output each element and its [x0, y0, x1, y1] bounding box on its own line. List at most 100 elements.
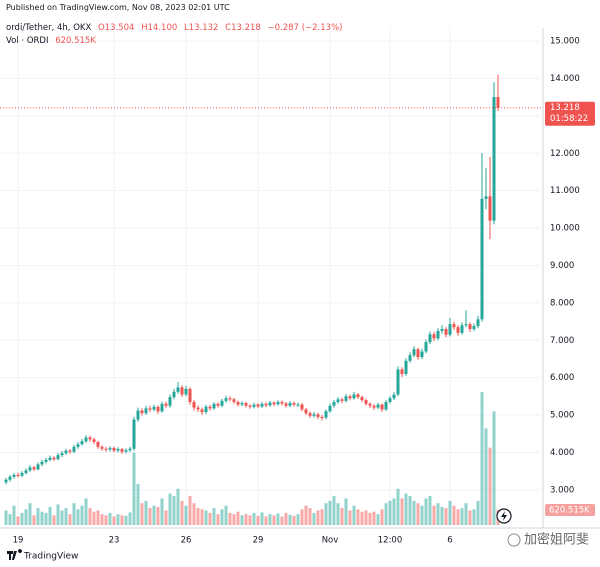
- candle-body: [112, 447, 116, 451]
- volume-bar: [336, 503, 340, 525]
- change-text: −0.287 (−2.13%): [267, 23, 343, 33]
- volume-bar: [180, 500, 184, 525]
- candle-body: [468, 324, 472, 330]
- candle-body: [332, 401, 336, 406]
- volume-bar: [244, 514, 248, 525]
- volume-bar: [48, 506, 52, 525]
- volume-bar: [264, 516, 268, 525]
- candle-body: [60, 453, 64, 456]
- volume-bar: [112, 516, 116, 525]
- volume-bar: [56, 504, 60, 525]
- volume-bar: [388, 500, 392, 525]
- candle-body: [472, 326, 476, 330]
- volume-bar: [308, 508, 312, 525]
- candle-body: [36, 464, 40, 470]
- volume-bar: [84, 498, 88, 525]
- volume-bar: [464, 503, 468, 525]
- volume-bar: [404, 493, 408, 525]
- candle-body: [64, 450, 68, 454]
- symbol[interactable]: ordi/Tether, 4h, OKX: [6, 23, 92, 33]
- candle-body: [456, 327, 460, 333]
- candle-body: [284, 403, 288, 406]
- candle-body: [192, 401, 196, 408]
- x-tick-label: 19: [13, 536, 24, 546]
- volume-bar: [240, 515, 244, 525]
- volume-bar: [196, 508, 200, 525]
- candle-body: [360, 397, 364, 401]
- volume-bar: [492, 411, 496, 525]
- volume-bar: [260, 512, 264, 525]
- volume-title[interactable]: Vol · ORDI: [6, 36, 49, 46]
- price-tag-value: 13.218: [550, 103, 580, 113]
- volume-bar: [288, 514, 292, 525]
- x-tick-label: 29: [253, 536, 264, 546]
- volume-bar: [360, 511, 364, 525]
- candle-body: [28, 467, 32, 471]
- countdown: 01:58:22: [550, 114, 588, 124]
- candle-body: [320, 416, 324, 418]
- candle-body: [436, 330, 440, 339]
- volume-bar: [432, 505, 436, 525]
- candle-body: [176, 387, 180, 392]
- volume-bar: [68, 514, 72, 525]
- candle-body: [100, 446, 104, 449]
- volume-bar: [368, 512, 372, 525]
- volume-bar: [408, 496, 412, 525]
- candle-body: [424, 342, 428, 352]
- volume-bar: [472, 509, 476, 525]
- candle-body: [268, 402, 272, 406]
- volume-bar: [396, 488, 400, 525]
- volume-bar: [188, 496, 192, 525]
- candle-body: [336, 399, 340, 402]
- volume-bar: [232, 514, 236, 525]
- candle-body: [292, 403, 296, 405]
- candle-body: [420, 351, 424, 358]
- volume-bar: [80, 505, 84, 525]
- volume-bar: [76, 509, 80, 525]
- low-text: L13.132: [183, 23, 219, 33]
- candle-body: [204, 406, 208, 413]
- volume-bar: [4, 510, 8, 525]
- volume-bar: [72, 503, 76, 525]
- volume-bar: [124, 515, 128, 525]
- volume-bar: [44, 512, 48, 525]
- candle-body: [380, 404, 384, 410]
- volume-bar: [324, 503, 328, 525]
- volume-bar: [256, 515, 260, 525]
- volume-bar: [60, 510, 64, 525]
- candle-body: [208, 406, 212, 409]
- candle-body: [260, 403, 264, 407]
- volume-value: 620.515K: [55, 36, 96, 46]
- candle-body: [308, 413, 312, 416]
- candle-body: [376, 404, 380, 408]
- candle-body: [48, 457, 52, 460]
- candle-body: [316, 414, 320, 417]
- candle-body: [444, 329, 448, 335]
- candle-body: [300, 404, 304, 410]
- candle-body: [108, 447, 112, 450]
- realtime-icon-bolt: [501, 511, 507, 521]
- candle-body: [44, 459, 48, 462]
- volume-bar: [172, 496, 176, 525]
- y-tick-label: 14.000: [550, 74, 580, 84]
- candle-body: [480, 198, 484, 320]
- candle-body: [12, 474, 16, 477]
- candle-body: [432, 334, 436, 339]
- volume-bar: [252, 512, 256, 525]
- candle-body: [220, 400, 224, 406]
- candle-body: [120, 449, 124, 452]
- volume-bar: [328, 500, 332, 525]
- candle-body: [40, 461, 44, 465]
- candle-body: [136, 410, 140, 420]
- volume-bar: [40, 511, 44, 525]
- volume-bar: [452, 505, 456, 525]
- volume-legend: Vol · ORDI 620.515K: [6, 36, 100, 46]
- candle-body: [440, 329, 444, 331]
- volume-bar: [296, 514, 300, 525]
- volume-bar: [344, 498, 348, 525]
- candle-body: [240, 403, 244, 405]
- candle-body: [148, 408, 152, 410]
- candle-body: [280, 401, 284, 404]
- volume-bar: [400, 498, 404, 525]
